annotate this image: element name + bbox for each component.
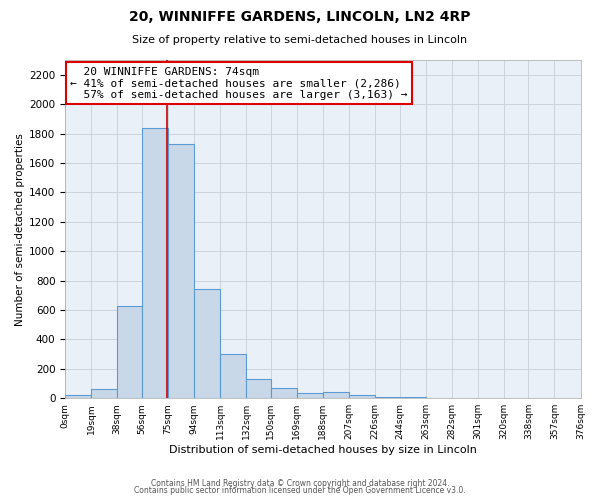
Text: Size of property relative to semi-detached houses in Lincoln: Size of property relative to semi-detach… <box>133 35 467 45</box>
Bar <box>117 306 142 398</box>
Bar <box>349 396 375 398</box>
X-axis label: Distribution of semi-detached houses by size in Lincoln: Distribution of semi-detached houses by … <box>169 445 477 455</box>
Bar <box>297 393 323 398</box>
Bar <box>65 396 91 398</box>
Bar <box>220 354 246 398</box>
Bar <box>246 379 271 398</box>
Bar <box>168 144 194 398</box>
Text: 20 WINNIFFE GARDENS: 74sqm
← 41% of semi-detached houses are smaller (2,286)
  5: 20 WINNIFFE GARDENS: 74sqm ← 41% of semi… <box>70 67 408 100</box>
Bar <box>142 128 168 398</box>
Bar <box>323 392 349 398</box>
Bar <box>271 388 297 398</box>
Y-axis label: Number of semi-detached properties: Number of semi-detached properties <box>15 132 25 326</box>
Bar <box>400 396 425 398</box>
Text: 20, WINNIFFE GARDENS, LINCOLN, LN2 4RP: 20, WINNIFFE GARDENS, LINCOLN, LN2 4RP <box>129 10 471 24</box>
Text: Contains HM Land Registry data © Crown copyright and database right 2024.: Contains HM Land Registry data © Crown c… <box>151 478 449 488</box>
Bar <box>194 290 220 398</box>
Bar <box>91 390 117 398</box>
Text: Contains public sector information licensed under the Open Government Licence v3: Contains public sector information licen… <box>134 486 466 495</box>
